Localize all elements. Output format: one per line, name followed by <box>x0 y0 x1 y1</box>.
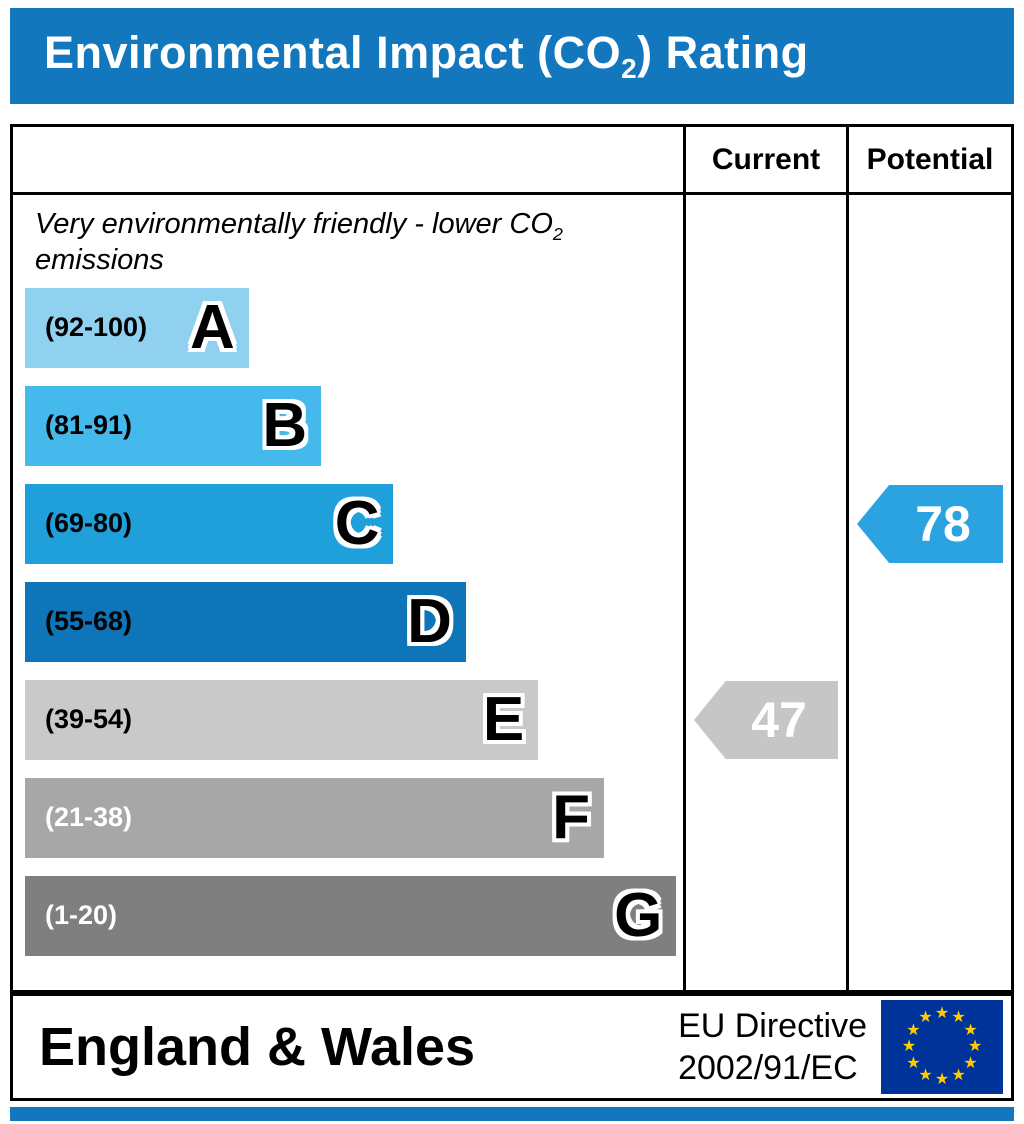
band-letter: A <box>189 292 235 362</box>
eu-flag-star: ★ <box>951 1066 966 1084</box>
bottom-blue-strip <box>10 1107 1014 1121</box>
band-row-d: (55-68) D <box>25 581 683 662</box>
band-range-label: (1-20) <box>45 900 118 931</box>
footer-bar: England & Wales EU Directive 2002/91/EC … <box>10 993 1014 1101</box>
band-bar-a: (92-100) A <box>25 287 249 368</box>
region-label: England & Wales <box>39 1017 476 1077</box>
eu-directive-line2: 2002/91/EC <box>678 1049 858 1087</box>
current-rating-arrow: 47 <box>694 681 838 759</box>
band-range-label: (69-80) <box>45 508 133 539</box>
eu-directive-line1: EU Directive <box>678 1006 867 1045</box>
band-bar-b: (81-91) B <box>25 385 322 466</box>
band-letter: C <box>334 488 380 558</box>
chart-title-post: ) Rating <box>637 27 809 78</box>
band-letter: E <box>482 684 525 754</box>
top-note-subscript: 2 <box>552 223 563 244</box>
rating-chart: Current Potential Very environmentally f… <box>10 124 1014 993</box>
band-letter: G <box>614 880 663 950</box>
potential-column: 78 <box>846 195 1011 990</box>
footer-right-group: EU Directive 2002/91/EC ★ ★ ★ ★ ★ ★ ★ ★ ★ ★ ★ ★ <box>678 1000 1003 1094</box>
potential-column-header: Potential <box>846 127 1011 192</box>
band-bar-e: (39-54) E <box>25 679 539 760</box>
band-row-f: (21-38) F <box>25 777 683 858</box>
chart-header-spacer <box>13 127 683 192</box>
band-range-label: (92-100) <box>45 312 148 343</box>
top-note: Very environmentally friendly - lower CO… <box>13 195 683 288</box>
current-column: 47 <box>683 195 846 990</box>
eu-flag-icon: ★ ★ ★ ★ ★ ★ ★ ★ ★ ★ ★ ★ <box>881 1000 1003 1094</box>
band-range-label: (81-91) <box>45 410 133 441</box>
eu-flag-star: ★ <box>963 1021 978 1039</box>
top-note-post: emissions <box>35 244 164 277</box>
eu-flag-star: ★ <box>934 1071 950 1088</box>
top-note-pre: Very environmentally friendly - lower CO <box>35 208 553 240</box>
eu-flag-star: ★ <box>918 1009 933 1027</box>
band-letter: F <box>552 782 591 852</box>
rating-bands-column: Very environmentally friendly - lower CO… <box>13 195 683 990</box>
eu-flag-star: ★ <box>934 1005 950 1022</box>
band-letter: D <box>407 586 452 656</box>
band-bar-g: (1-20) G <box>25 875 677 956</box>
band-row-c: (69-80) C <box>25 483 683 564</box>
band-range-label: (21-38) <box>45 802 133 833</box>
band-row-g: (1-20) G <box>25 875 683 956</box>
potential-rating-value: 78 <box>915 496 971 552</box>
current-column-header: Current <box>683 127 846 192</box>
chart-title-subscript: 2 <box>621 53 638 84</box>
chart-title-pre: Environmental Impact (CO <box>44 27 622 78</box>
eu-flag-star: ★ <box>951 1009 966 1027</box>
eu-flag-star: ★ <box>963 1054 978 1072</box>
eu-flag-star: ★ <box>901 1038 917 1055</box>
eu-flag-star: ★ <box>906 1021 921 1039</box>
chart-body: Very environmentally friendly - lower CO… <box>13 195 1011 990</box>
potential-rating-arrow: 78 <box>857 485 1003 563</box>
band-bar-f: (21-38) F <box>25 777 605 858</box>
eu-directive-label: EU Directive 2002/91/EC <box>678 1005 867 1090</box>
chart-header-row: Current Potential <box>13 127 1011 195</box>
bottom-note: Not environmentally friendly - higher CO… <box>13 974 683 991</box>
chart-title: Environmental Impact (CO2) Rating <box>44 27 809 85</box>
chart-title-bar: Environmental Impact (CO2) Rating <box>10 8 1014 104</box>
band-bar-d: (55-68) D <box>25 581 466 662</box>
band-range-label: (55-68) <box>45 606 133 637</box>
eu-flag-star: ★ <box>906 1054 921 1072</box>
band-row-b: (81-91) B <box>25 385 683 466</box>
eu-flag-star: ★ <box>918 1066 933 1084</box>
band-letter: B <box>262 390 308 460</box>
band-bar-c: (69-80) C <box>25 483 394 564</box>
band-row-e: (39-54) E <box>25 679 683 760</box>
eu-flag-star: ★ <box>967 1038 983 1055</box>
band-row-a: (92-100) A <box>25 287 683 368</box>
band-range-label: (39-54) <box>45 704 133 735</box>
current-rating-value: 47 <box>751 692 807 748</box>
